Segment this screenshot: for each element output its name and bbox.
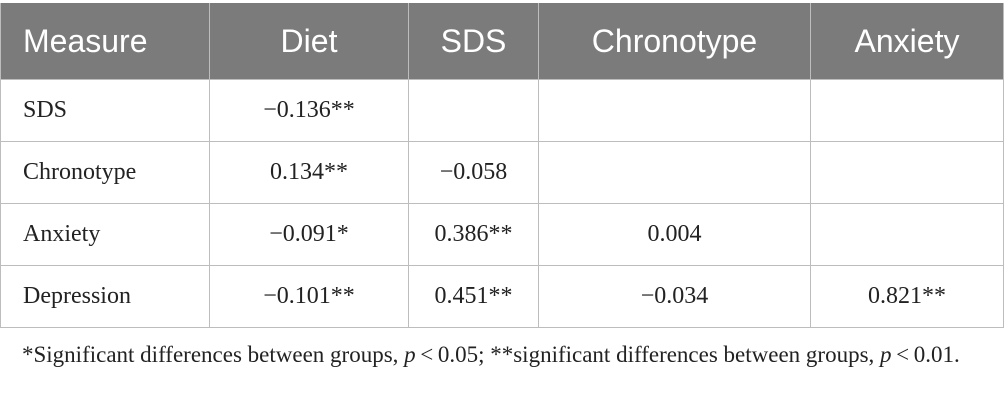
table-cell xyxy=(408,79,539,142)
footnote-text-2: < 0.05; **significant differences betwee… xyxy=(415,342,881,367)
table-row: Depression −0.101** 0.451** −0.034 0.821… xyxy=(0,265,1004,328)
row-label: Anxiety xyxy=(0,203,210,266)
table-cell xyxy=(538,141,811,204)
header-anxiety: Anxiety xyxy=(810,3,1004,80)
table-cell xyxy=(810,79,1004,142)
table-cell: −0.101** xyxy=(209,265,409,328)
table-header-row: Measure Diet SDS Chronotype Anxiety xyxy=(0,3,1004,80)
footnote-p-symbol-1: p xyxy=(404,342,416,367)
table-cell: 0.004 xyxy=(538,203,811,266)
row-label: Depression xyxy=(0,265,210,328)
table-cell xyxy=(810,203,1004,266)
table-cell: 0.821** xyxy=(810,265,1004,328)
table-cell: 0.134** xyxy=(209,141,409,204)
table-cell: −0.091* xyxy=(209,203,409,266)
table-footnote: *Significant differences between groups,… xyxy=(22,338,992,371)
table-row: SDS −0.136** xyxy=(0,79,1004,142)
correlation-table: Measure Diet SDS Chronotype Anxiety SDS … xyxy=(0,3,1004,328)
footnote-p-symbol-2: p xyxy=(880,342,892,367)
header-diet: Diet xyxy=(209,3,409,80)
header-sds: SDS xyxy=(408,3,539,80)
table-cell: −0.136** xyxy=(209,79,409,142)
table-cell: 0.386** xyxy=(408,203,539,266)
table-row: Chronotype 0.134** −0.058 xyxy=(0,141,1004,204)
footnote-text-1: *Significant differences between groups, xyxy=(22,342,405,367)
table-cell: −0.058 xyxy=(408,141,539,204)
table-cell: −0.034 xyxy=(538,265,811,328)
header-chronotype: Chronotype xyxy=(538,3,811,80)
header-measure: Measure xyxy=(0,3,210,80)
footnote-text-3: < 0.01. xyxy=(891,342,960,367)
correlation-table-container: Measure Diet SDS Chronotype Anxiety SDS … xyxy=(0,3,1004,328)
table-cell xyxy=(810,141,1004,204)
table-cell xyxy=(538,79,811,142)
table-cell: 0.451** xyxy=(408,265,539,328)
row-label: SDS xyxy=(0,79,210,142)
table-row: Anxiety −0.091* 0.386** 0.004 xyxy=(0,203,1004,266)
row-label: Chronotype xyxy=(0,141,210,204)
